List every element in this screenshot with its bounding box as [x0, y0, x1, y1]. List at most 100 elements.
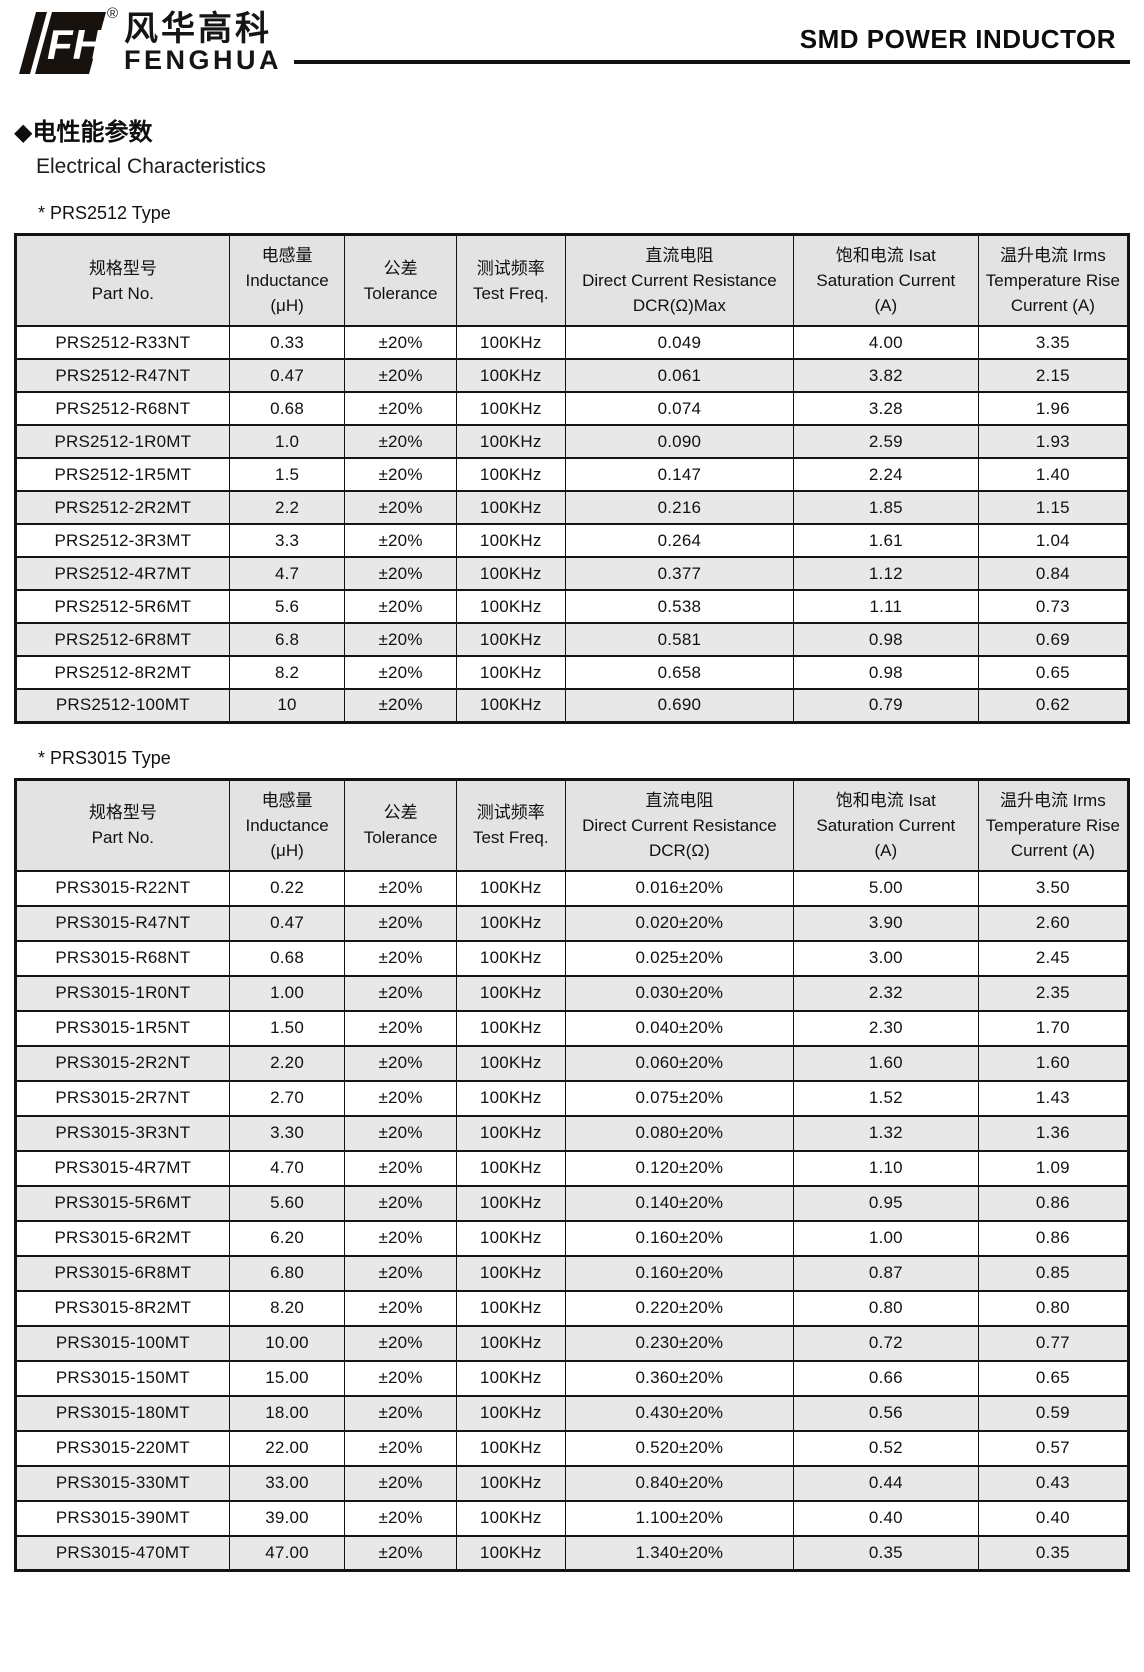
column-header: 饱和电流 Isat Saturation Current (A)	[792, 233, 979, 327]
inductance-cell: 4.70	[228, 1149, 346, 1187]
isat-cell: 2.32	[792, 974, 979, 1012]
part-no-cell: PRS2512-5R6MT	[15, 589, 230, 624]
inductance-cell: 2.2	[228, 490, 346, 525]
table-row: PRS3015-4R7MT 4.70 ±20% 100KHz 0.120±20% 1.10…	[15, 1149, 1130, 1187]
tolerance-cell: ±20%	[344, 1079, 457, 1117]
logo-name-cn: 风华高科	[124, 10, 272, 48]
part-no-cell: PRS3015-180MT	[15, 1394, 230, 1432]
table-row: PRS2512-1R0MT 1.0 ±20% 100KHz 0.090 2.59 1.93	[15, 424, 1130, 459]
inductance-cell: 0.68	[228, 939, 346, 977]
dcr-cell: 0.074	[564, 391, 794, 426]
irms-cell: 0.62	[977, 688, 1130, 723]
isat-cell: 0.66	[792, 1359, 979, 1397]
part-no-cell: PRS3015-5R6MT	[15, 1184, 230, 1222]
irms-cell: 1.36	[977, 1114, 1130, 1152]
fenghua-logo-icon: FH ®	[14, 6, 118, 78]
table-row: PRS3015-R47NT 0.47 ±20% 100KHz 0.020±20% 3.90…	[15, 904, 1130, 942]
svg-text:FH: FH	[47, 21, 105, 68]
irms-cell: 0.57	[977, 1429, 1130, 1467]
isat-cell: 2.24	[792, 457, 979, 492]
header-rule	[294, 60, 1130, 64]
test-freq-cell: 100KHz	[455, 490, 566, 525]
part-no-cell: PRS2512-100MT	[15, 688, 230, 723]
tolerance-cell: ±20%	[344, 939, 457, 977]
inductance-cell: 10	[228, 688, 346, 723]
tolerance-cell: ±20%	[344, 1219, 457, 1257]
dcr-cell: 0.025±20%	[564, 939, 794, 977]
inductance-cell: 0.47	[228, 358, 346, 393]
tolerance-cell: ±20%	[344, 1499, 457, 1537]
spec-table-block: * PRS2512 Type 规格型号 Part No. 电感量 Inductance…	[14, 203, 1130, 724]
irms-cell: 1.93	[977, 424, 1130, 459]
irms-cell: 1.70	[977, 1009, 1130, 1047]
table-row: PRS3015-470MT 47.00 ±20% 100KHz 1.340±20% 0.3…	[15, 1534, 1130, 1572]
part-no-cell: PRS3015-6R2MT	[15, 1219, 230, 1257]
tolerance-cell: ±20%	[344, 1464, 457, 1502]
test-freq-cell: 100KHz	[455, 1499, 566, 1537]
inductance-cell: 0.22	[228, 869, 346, 907]
table-caption: * PRS3015 Type	[38, 747, 171, 768]
irms-cell: 0.43	[977, 1464, 1130, 1502]
isat-cell: 0.79	[792, 688, 979, 723]
tolerance-cell: ±20%	[344, 1534, 457, 1572]
isat-cell: 0.95	[792, 1184, 979, 1222]
part-no-cell: PRS2512-4R7MT	[15, 556, 230, 591]
inductance-cell: 10.00	[228, 1324, 346, 1362]
table-caption: * PRS2512 Type	[38, 203, 171, 223]
part-no-cell: PRS3015-2R7NT	[15, 1079, 230, 1117]
dcr-cell: 0.216	[564, 490, 794, 525]
doc-title: SMD POWER INDUCTOR	[799, 24, 1116, 54]
inductance-cell: 6.80	[228, 1254, 346, 1292]
isat-cell: 1.12	[792, 556, 979, 591]
test-freq-cell: 100KHz	[455, 1359, 566, 1397]
column-header: 饱和电流 Isat Saturation Current (A)	[792, 778, 979, 872]
table-row: PRS3015-1R0NT 1.00 ±20% 100KHz 0.030±20% 2.32…	[15, 974, 1130, 1012]
irms-cell: 1.04	[977, 523, 1130, 558]
inductance-cell: 39.00	[228, 1499, 346, 1537]
column-header: 直流电阻 Direct Current Resistance DCR(Ω)	[564, 778, 794, 872]
part-no-cell: PRS3015-470MT	[15, 1534, 230, 1572]
table-row: PRS2512-8R2MT 8.2 ±20% 100KHz 0.658 0.98 0.65	[15, 655, 1130, 690]
part-no-cell: PRS3015-R68NT	[15, 939, 230, 977]
irms-cell: 2.35	[977, 974, 1130, 1012]
inductance-cell: 0.33	[228, 325, 346, 360]
isat-cell: 0.98	[792, 655, 979, 690]
irms-cell: 0.84	[977, 556, 1130, 591]
part-no-cell: PRS3015-R47NT	[15, 904, 230, 942]
part-no-cell: PRS2512-3R3MT	[15, 523, 230, 558]
test-freq-cell: 100KHz	[455, 1184, 566, 1222]
test-freq-cell: 100KHz	[455, 904, 566, 942]
inductance-cell: 1.00	[228, 974, 346, 1012]
column-header: 公差 Tolerance	[344, 233, 457, 327]
table-row: PRS3015-R22NT 0.22 ±20% 100KHz 0.016±20% 5.00…	[15, 869, 1130, 907]
test-freq-cell: 100KHz	[455, 523, 566, 558]
irms-cell: 1.96	[977, 391, 1130, 426]
dcr-cell: 0.230±20%	[564, 1324, 794, 1362]
isat-cell: 1.11	[792, 589, 979, 624]
irms-cell: 3.35	[977, 325, 1130, 360]
dcr-cell: 0.090	[564, 424, 794, 459]
column-header: 温升电流 Irms Temperature Rise Current (A)	[977, 233, 1130, 327]
isat-cell: 5.00	[792, 869, 979, 907]
test-freq-cell: 100KHz	[455, 1114, 566, 1152]
tolerance-cell: ±20%	[344, 688, 457, 723]
isat-cell: 0.87	[792, 1254, 979, 1292]
tolerance-cell: ±20%	[344, 1429, 457, 1467]
dcr-cell: 0.040±20%	[564, 1009, 794, 1047]
inductance-cell: 8.20	[228, 1289, 346, 1327]
tolerance-cell: ±20%	[344, 655, 457, 690]
dcr-cell: 0.030±20%	[564, 974, 794, 1012]
dcr-cell: 0.120±20%	[564, 1149, 794, 1187]
part-no-cell: PRS3015-4R7MT	[15, 1149, 230, 1187]
part-no-cell: PRS2512-8R2MT	[15, 655, 230, 690]
irms-cell: 2.60	[977, 904, 1130, 942]
page-header: FH ® 风华高科 FENGHUA SMD POWER INDUCTOR	[14, 0, 1130, 96]
tolerance-cell: ±20%	[344, 457, 457, 492]
isat-cell: 3.90	[792, 904, 979, 942]
inductance-cell: 3.3	[228, 523, 346, 558]
irms-cell: 0.86	[977, 1219, 1130, 1257]
part-no-cell: PRS3015-R22NT	[15, 869, 230, 907]
dcr-cell: 0.061	[564, 358, 794, 393]
table-row: PRS2512-R33NT 0.33 ±20% 100KHz 0.049 4.00 3.35	[15, 325, 1130, 360]
test-freq-cell: 100KHz	[455, 358, 566, 393]
